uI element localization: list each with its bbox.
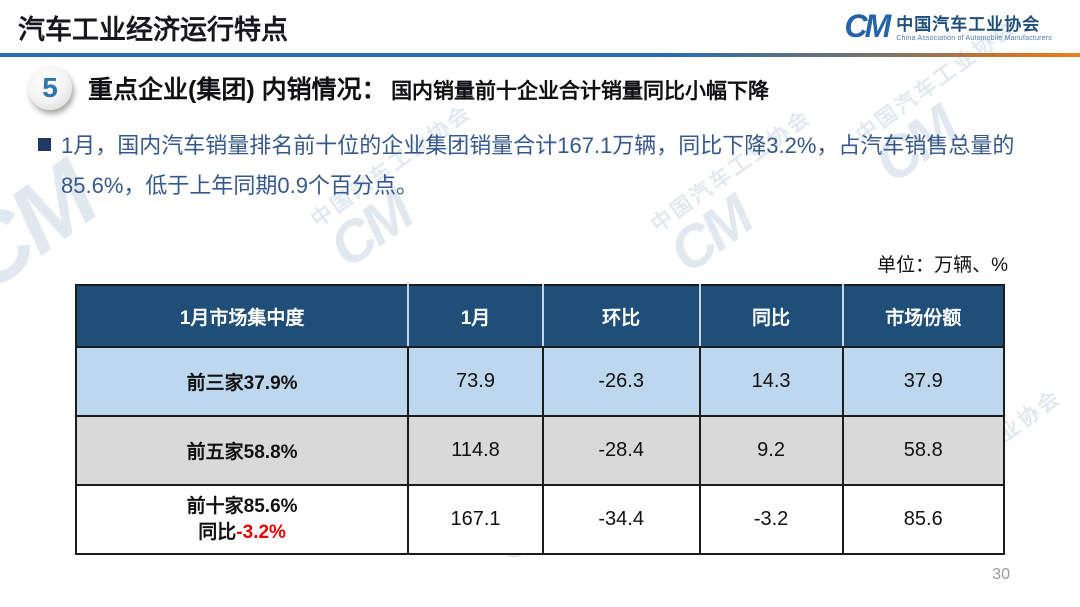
col-header-yoy: 同比 [698,285,843,348]
page-title: 汽车工业经济运行特点 [18,15,288,45]
section-heading-row: 5 重点企业(集团) 内销情况： 国内销量前十企业合计销量同比小幅下降 [28,66,769,110]
section-heading: 重点企业(集团) 内销情况： 国内销量前十企业合计销量同比小幅下降 [88,70,769,106]
row-label-top10-line2: 同比-3.2% [198,521,286,543]
row-label-top5: 前五家58.8% [74,415,410,486]
caam-logo: CM 中国汽车工业协会 China Association of Automob… [845,10,1052,42]
col-header-concentration: 1月市场集中度 [76,285,409,348]
bullet-text: 1月，国内汽车销量排名前十位的企业集团销量合计167.1万辆，同比下降3.2%，… [61,133,1015,198]
cell-top5-share: 58.8 [841,415,1005,486]
section-heading-main: 重点企业(集团) 内销情况： [88,76,387,104]
table-unit-label: 单位：万辆、% [877,255,1008,276]
row-label-top10: 前十家85.6% 同比-3.2% [74,484,410,555]
concentration-table: 1月市场集中度 1月 环比 同比 市场份额 前三家37.9% 73.9 -26.… [74,284,1005,555]
table-header-row: 1月市场集中度 1月 环比 同比 市场份额 [76,285,1004,348]
section-number-badge: 5 [28,66,72,110]
col-header-january: 1月 [407,285,543,348]
cell-top3-mom: -26.3 [541,346,701,417]
table-row: 前五家58.8% 114.8 -28.4 9.2 58.8 [74,415,1005,486]
page-number: 30 [992,566,1010,583]
table-row: 前十家85.6% 同比-3.2% 167.1 -34.4 -3.2 85.6 [74,484,1005,555]
cell-top3-yoy: 14.3 [698,346,844,417]
cell-top5-yoy: 9.2 [698,415,844,486]
cell-top3-share: 37.9 [841,346,1005,417]
cell-top10-share: 85.6 [841,484,1005,555]
concentration-table-wrap: 1月市场集中度 1月 环比 同比 市场份额 前三家37.9% 73.9 -26.… [74,284,1005,555]
section-heading-sub: 国内销量前十企业合计销量同比小幅下降 [391,80,770,103]
bullet-square-icon [38,138,51,151]
cell-top3-january: 73.9 [407,346,544,417]
cell-top5-mom: -28.4 [541,415,701,486]
yoy-red-highlight: -3.2% [236,521,286,543]
title-divider-line [0,53,1080,57]
cell-top10-mom: -34.4 [541,484,701,555]
row-label-top3: 前三家37.9% [74,346,410,417]
caam-logo-icon: CM [844,8,892,44]
logo-org-name-en: China Association of Automobile Manufact… [896,35,1052,42]
cell-top5-january: 114.8 [407,415,544,486]
row-label-top10-line1: 前十家85.6% [186,495,298,517]
cell-top10-january: 167.1 [407,484,544,555]
caam-logo-text: 中国汽车工业协会 China Association of Automobile… [896,10,1052,42]
logo-org-name-cn: 中国汽车工业协会 [896,15,1041,34]
col-header-market-share: 市场份额 [841,285,1004,348]
col-header-mom: 环比 [541,285,700,348]
bullet-paragraph: 1月，国内汽车销量排名前十位的企业集团销量合计167.1万辆，同比下降3.2%，… [38,126,1048,206]
table-row: 前三家37.9% 73.9 -26.3 14.3 37.9 [74,346,1005,417]
cell-top10-yoy: -3.2 [698,484,844,555]
